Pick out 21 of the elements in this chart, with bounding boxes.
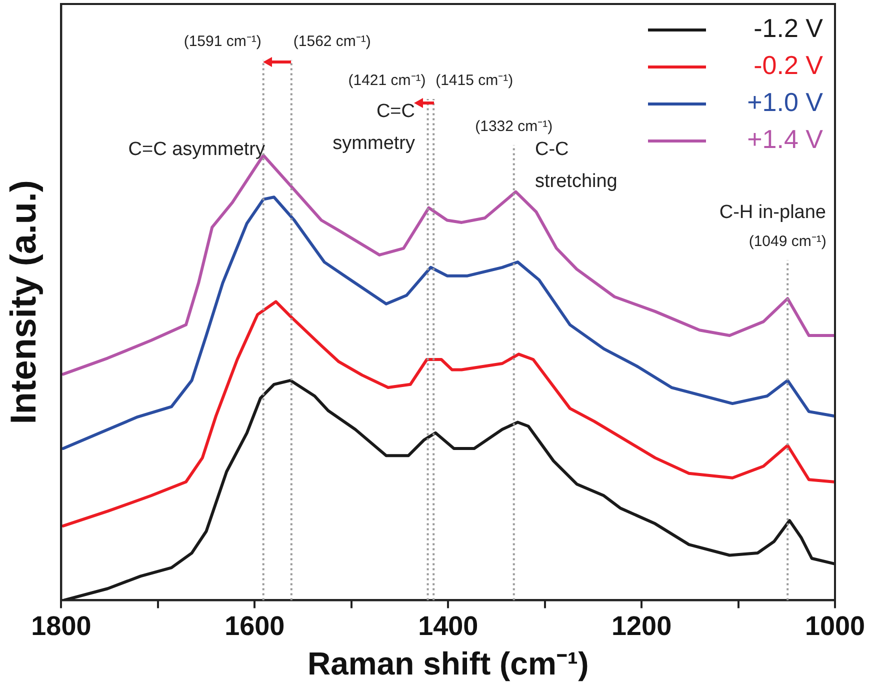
x-tick-label: 1600 [224, 610, 285, 641]
legend-label: +1.0 V [747, 87, 824, 118]
x-tick-label: 1800 [31, 610, 92, 641]
y-axis-title: Intensity (a.u.) [2, 180, 44, 424]
annotation: C-H in-plane [719, 202, 826, 224]
x-tick-label: 1000 [804, 610, 866, 641]
legend-label: -1.2 V [754, 13, 824, 44]
legend-label: -0.2 V [754, 50, 824, 80]
ref-line-label: (1591 cm⁻¹) [184, 33, 262, 50]
ref-line-label: (1049 cm⁻¹) [748, 233, 826, 250]
annotation: C=C asymmetry [128, 139, 266, 160]
ref-line-label: (1562 cm⁻¹) [293, 33, 371, 50]
legend-label: +1.4 V [747, 124, 824, 154]
x-tick-label: 1400 [418, 610, 478, 641]
text: C=C symmetry [332, 101, 416, 154]
ref-line-label: (1332 cm⁻¹) [475, 118, 553, 136]
x-tick-label: 1200 [612, 610, 672, 641]
ref-line-label: (1421 cm⁻¹) [348, 72, 426, 90]
annotation: C-C stretching [535, 139, 618, 192]
x-axis-title: Raman shift (cm⁻¹) [307, 646, 589, 682]
ref-line-label: (1415 cm⁻¹) [436, 72, 514, 90]
